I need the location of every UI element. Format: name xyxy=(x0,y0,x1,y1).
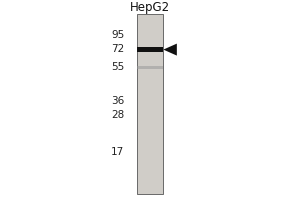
Bar xyxy=(137,66,163,69)
Polygon shape xyxy=(163,44,177,56)
Text: HepG2: HepG2 xyxy=(130,1,170,15)
Text: 17: 17 xyxy=(111,147,124,157)
Text: 36: 36 xyxy=(111,96,124,106)
Bar xyxy=(137,14,163,194)
Text: 55: 55 xyxy=(111,62,124,72)
Text: 72: 72 xyxy=(111,44,124,54)
Text: 28: 28 xyxy=(111,110,124,120)
Text: 95: 95 xyxy=(111,30,124,40)
Bar xyxy=(137,47,163,52)
